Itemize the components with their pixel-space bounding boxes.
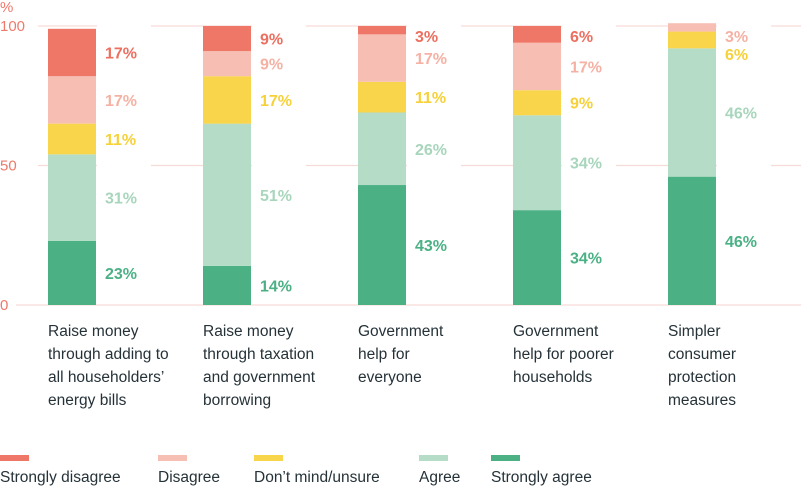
x-tick-label-0: Raise money through adding to all househol… <box>48 320 198 412</box>
stacked-bar-chart: 0 50 100% 17% 17% 11% 31% 23% 9% 9% 17% 51% 14% 3% 17%… <box>0 0 801 314</box>
data-label-strongly-agree-3: 34% <box>570 251 602 268</box>
x-tick-label-line: through taxation <box>203 346 315 363</box>
x-tick-label-line: energy bills <box>48 392 127 409</box>
bar-segment-don-t-mind-unsure-1 <box>203 76 251 124</box>
data-label-strongly-agree-0: 23% <box>105 266 137 283</box>
x-tick-label-line: Simpler <box>668 323 721 340</box>
x-tick-label-line: protection <box>668 369 737 386</box>
legend-swatch <box>0 455 29 461</box>
bar-segment-don-t-mind-unsure-4 <box>668 31 716 49</box>
y-axis-unit-label: % <box>0 0 13 16</box>
data-label-disagree-0: 17% <box>105 93 137 110</box>
y-tick-label-100: 100 <box>0 18 25 35</box>
x-tick-label-line: Government <box>513 323 599 340</box>
data-label-don-t-mind-unsure-1: 17% <box>260 93 292 110</box>
legend-label: Strongly disagree <box>0 469 121 486</box>
data-label-strongly-disagree-3: 6% <box>570 29 593 46</box>
bar-segment-strongly-disagree-1 <box>203 26 251 52</box>
bar-segment-agree-1 <box>203 123 251 266</box>
label-backdrop-2 <box>407 24 461 304</box>
data-label-strongly-agree-1: 14% <box>260 278 292 295</box>
x-tick-label-line: everyone <box>358 369 422 386</box>
x-tick-label-line: Raise money <box>48 323 139 340</box>
x-tick-label-line: help for poorer <box>513 346 614 363</box>
data-label-strongly-disagree-2: 3% <box>415 29 438 46</box>
bar-segment-don-t-mind-unsure-0 <box>48 123 96 155</box>
bar-segment-disagree-2 <box>358 34 406 82</box>
data-label-agree-2: 26% <box>415 142 447 159</box>
legend-item-strongly-disagree: Strongly disagree <box>0 455 121 487</box>
data-label-don-t-mind-unsure-3: 9% <box>570 96 593 113</box>
data-label-agree-0: 31% <box>105 191 137 208</box>
bar-segment-agree-3 <box>513 115 561 211</box>
x-tick-label-1: Raise money through taxation and governmen… <box>203 320 353 412</box>
x-tick-label-line: consumer <box>668 346 737 363</box>
bar-segment-agree-0 <box>48 154 96 241</box>
data-label-strongly-disagree-0: 17% <box>105 46 137 63</box>
legend-swatch <box>158 455 187 461</box>
bar-segment-don-t-mind-unsure-3 <box>513 90 561 116</box>
legend-item-disagree: Disagree <box>158 455 220 487</box>
bar-segment-strongly-disagree-2 <box>358 26 406 35</box>
bar-segment-strongly-disagree-0 <box>48 28 96 77</box>
label-backdrop-1 <box>252 24 306 304</box>
x-tick-label-line: all householders’ <box>48 369 165 386</box>
x-tick-label-3: Government help for poorer households <box>513 320 663 389</box>
y-tick-label-0: 0 <box>0 297 8 314</box>
legend-item-agree: Agree <box>419 455 460 487</box>
data-label-agree-1: 51% <box>260 188 292 205</box>
bar-segment-agree-2 <box>358 112 406 186</box>
bar-segment-strongly-agree-4 <box>668 176 716 305</box>
x-tick-label-2: Government help for everyone <box>358 320 508 389</box>
x-tick-label-line: through adding to <box>48 346 169 363</box>
legend-swatch <box>491 455 520 461</box>
data-label-agree-4: 46% <box>725 105 757 122</box>
data-label-agree-3: 34% <box>570 156 602 173</box>
legend-label: Strongly agree <box>491 469 592 486</box>
bar-segment-disagree-4 <box>668 23 716 32</box>
label-backdrop-3 <box>562 24 616 304</box>
x-tick-label-line: help for <box>358 346 410 363</box>
x-tick-label-4: Simpler consumer protection measures <box>668 320 801 412</box>
bar-segment-agree-4 <box>668 48 716 177</box>
x-tick-label-line: Raise money <box>203 323 294 340</box>
data-label-disagree-2: 17% <box>415 51 447 68</box>
x-tick-label-line: and government <box>203 369 316 386</box>
data-label-don-t-mind-unsure-2: 11% <box>415 90 446 107</box>
bar-segment-strongly-agree-0 <box>48 240 96 305</box>
data-label-disagree-1: 9% <box>260 57 283 74</box>
x-tick-label-line: measures <box>668 392 737 409</box>
label-backdrop-4 <box>717 24 771 304</box>
data-label-disagree-3: 17% <box>570 59 602 76</box>
legend-item-don-t-mind-unsure: Don’t mind/unsure <box>254 455 380 487</box>
bar-segment-disagree-3 <box>513 42 561 91</box>
legend-swatch <box>419 455 448 461</box>
legend-label: Agree <box>419 469 461 486</box>
bar-segment-strongly-agree-2 <box>358 185 406 305</box>
legend-label: Don’t mind/unsure <box>254 469 380 486</box>
label-backdrop-0 <box>97 24 151 304</box>
data-label-strongly-agree-4: 46% <box>725 234 757 251</box>
data-label-disagree-4: 3% <box>725 29 748 46</box>
bar-segment-strongly-disagree-3 <box>513 26 561 43</box>
y-tick-label-50: 50 <box>0 158 17 175</box>
bar-segment-strongly-agree-1 <box>203 265 251 305</box>
data-label-strongly-agree-2: 43% <box>415 238 447 255</box>
data-label-don-t-mind-unsure-4: 6% <box>725 47 748 64</box>
x-tick-label-line: Government <box>358 323 444 340</box>
data-label-don-t-mind-unsure-0: 11% <box>105 132 136 149</box>
x-tick-label-line: borrowing <box>203 392 272 409</box>
bar-segment-disagree-0 <box>48 76 96 124</box>
legend-item-strongly-agree: Strongly agree <box>491 455 592 487</box>
legend-swatch <box>254 455 283 461</box>
legend-label: Disagree <box>158 469 221 486</box>
x-tick-label-line: households <box>513 369 593 386</box>
bar-segment-don-t-mind-unsure-2 <box>358 81 406 113</box>
bar-segment-strongly-agree-3 <box>513 210 561 305</box>
legend: Strongly disagree Disagree Don’t mind/unsu… <box>0 455 801 487</box>
bar-segment-disagree-1 <box>203 51 251 77</box>
data-label-strongly-disagree-1: 9% <box>260 32 283 49</box>
